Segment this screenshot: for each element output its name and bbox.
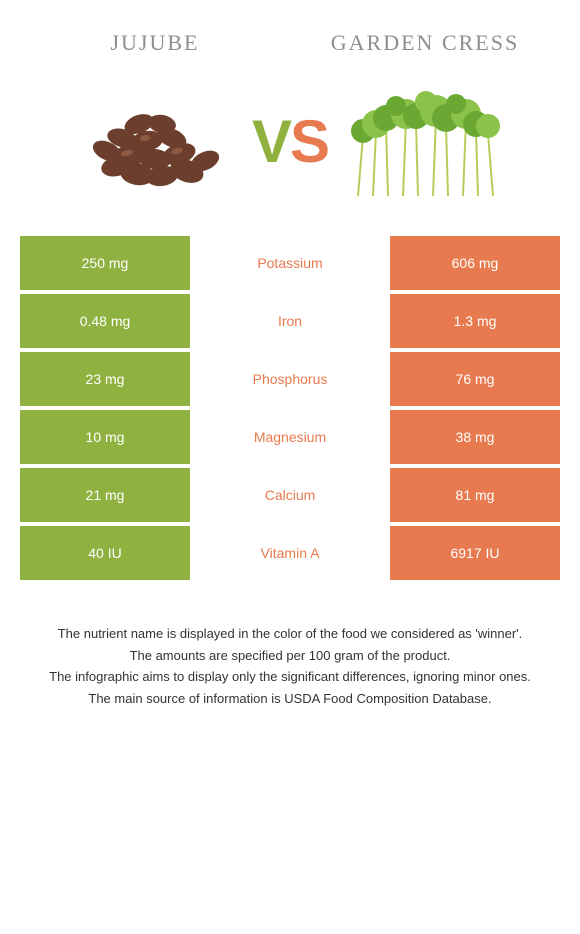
right-value-cell: 6917 IU bbox=[390, 526, 560, 580]
nutrient-label-cell: Iron bbox=[190, 294, 390, 348]
footer-line-3: The infographic aims to display only the… bbox=[20, 667, 560, 687]
left-value-cell: 10 mg bbox=[20, 410, 190, 464]
vs-v-letter: V bbox=[252, 108, 290, 175]
nutrient-label-cell: Calcium bbox=[190, 468, 390, 522]
table-row: 21 mgCalcium81 mg bbox=[20, 468, 560, 522]
right-value-cell: 81 mg bbox=[390, 468, 560, 522]
nutrient-label-cell: Phosphorus bbox=[190, 352, 390, 406]
left-value-cell: 23 mg bbox=[20, 352, 190, 406]
left-food-label: Jujube bbox=[45, 30, 265, 56]
right-food-label: Garden cress bbox=[315, 30, 535, 56]
table-row: 40 IUVitamin A6917 IU bbox=[20, 526, 560, 580]
left-value-cell: 0.48 mg bbox=[20, 294, 190, 348]
vs-label: VS bbox=[252, 107, 328, 176]
right-value-cell: 1.3 mg bbox=[390, 294, 560, 348]
right-food-image bbox=[338, 76, 508, 206]
table-row: 250 mgPotassium606 mg bbox=[20, 236, 560, 290]
right-value-cell: 606 mg bbox=[390, 236, 560, 290]
cress-icon bbox=[338, 76, 508, 206]
left-value-cell: 250 mg bbox=[20, 236, 190, 290]
table-row: 23 mgPhosphorus76 mg bbox=[20, 352, 560, 406]
vs-s-letter: S bbox=[290, 108, 328, 175]
right-value-cell: 38 mg bbox=[390, 410, 560, 464]
header-row: Jujube Garden cress bbox=[0, 0, 580, 66]
jujube-icon bbox=[72, 76, 242, 206]
table-row: 10 mgMagnesium38 mg bbox=[20, 410, 560, 464]
nutrient-label-cell: Magnesium bbox=[190, 410, 390, 464]
nutrient-label-cell: Vitamin A bbox=[190, 526, 390, 580]
footer-line-1: The nutrient name is displayed in the co… bbox=[20, 624, 560, 644]
vs-row: VS bbox=[0, 66, 580, 236]
left-value-cell: 40 IU bbox=[20, 526, 190, 580]
nutrient-table: 250 mgPotassium606 mg0.48 mgIron1.3 mg23… bbox=[20, 236, 560, 580]
footer-line-2: The amounts are specified per 100 gram o… bbox=[20, 646, 560, 666]
left-value-cell: 21 mg bbox=[20, 468, 190, 522]
table-row: 0.48 mgIron1.3 mg bbox=[20, 294, 560, 348]
footer-line-4: The main source of information is USDA F… bbox=[20, 689, 560, 709]
nutrient-label-cell: Potassium bbox=[190, 236, 390, 290]
right-value-cell: 76 mg bbox=[390, 352, 560, 406]
footer-notes: The nutrient name is displayed in the co… bbox=[0, 584, 580, 708]
left-food-image bbox=[72, 76, 242, 206]
